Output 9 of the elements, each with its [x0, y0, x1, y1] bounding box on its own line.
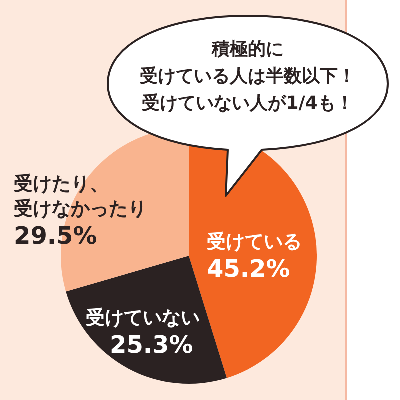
- data-label: 45.2%: [207, 255, 290, 283]
- data-label: 25.3%: [110, 331, 194, 359]
- data-label: 29.5%: [14, 222, 98, 250]
- text: 受けていない人が1/4も！: [142, 93, 354, 114]
- slice-label: 受けていない: [86, 307, 200, 329]
- slice-label: 受けたり、受けなかったり: [14, 173, 147, 220]
- text: 積極的に: [211, 39, 284, 60]
- slice-label: 受けている: [207, 231, 302, 253]
- text: 受けている人は半数以下！: [140, 66, 356, 87]
